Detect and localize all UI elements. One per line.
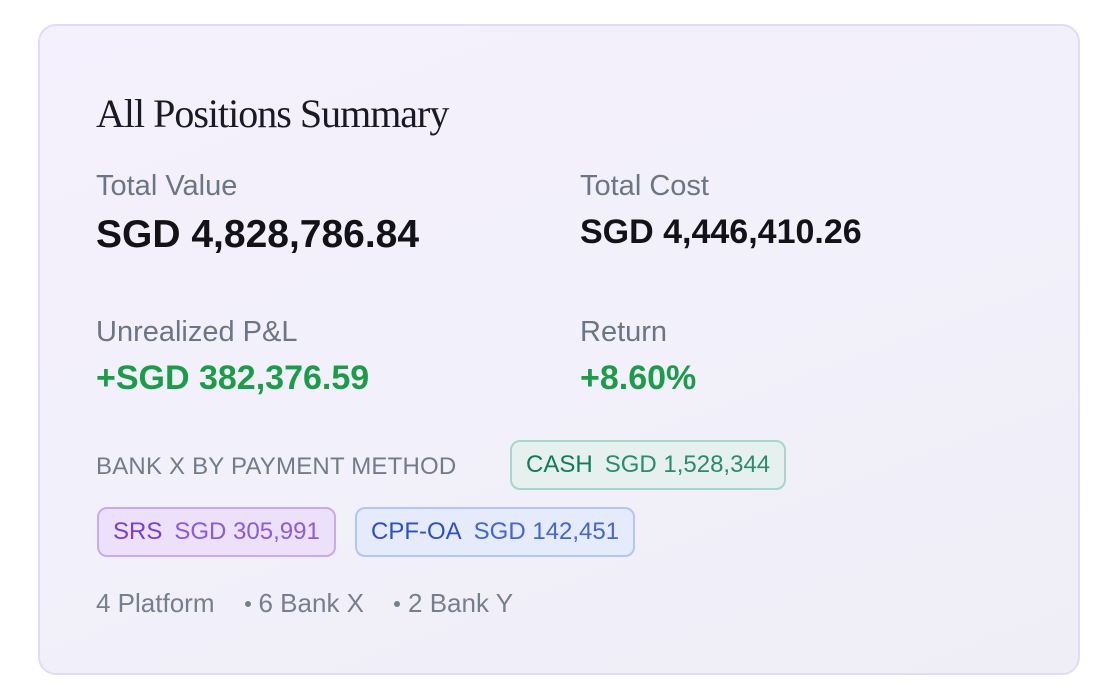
unrealized-pnl-label: Unrealized P&L bbox=[96, 316, 298, 348]
srs-chip-amount: SGD 305,991 bbox=[174, 518, 320, 545]
unrealized-pnl-stat: Unrealized P&L +SGD 382,376.59 bbox=[96, 316, 370, 397]
card-title: All Positions Summary bbox=[96, 91, 449, 136]
positions-summary-card: All Positions Summary Total Value SGD 4,… bbox=[38, 24, 1080, 675]
total-cost-stat: Total Cost SGD 4,446,410.26 bbox=[580, 170, 862, 251]
total-cost-amount: SGD 4,446,410.26 bbox=[580, 213, 862, 251]
separator-dot bbox=[394, 600, 401, 607]
bank-x-count: 6 Bank X bbox=[258, 588, 365, 618]
return-amount: +8.60% bbox=[580, 359, 697, 397]
cash-chip-name: CASH bbox=[526, 451, 593, 478]
total-value-stat: Total Value SGD 4,828,786.84 bbox=[96, 170, 420, 256]
return-label: Return bbox=[580, 316, 668, 348]
platform-count: 4 Platform bbox=[96, 588, 215, 618]
cpf-oa-chip-name: CPF-OA bbox=[371, 518, 462, 545]
cpf-oa-chip-amount: SGD 142,451 bbox=[473, 518, 620, 545]
srs-chip[interactable]: SRS SGD 305,991 bbox=[97, 507, 336, 557]
cpf-oa-chip[interactable]: CPF-OA SGD 142,451 bbox=[355, 507, 636, 557]
unrealized-pnl-amount: +SGD 382,376.59 bbox=[96, 359, 370, 397]
bank-y-count: 2 Bank Y bbox=[408, 588, 514, 618]
total-value-label: Total Value bbox=[96, 170, 238, 202]
cash-chip[interactable]: CASH SGD 1,528,344 bbox=[510, 440, 787, 490]
platform-counts: 4 Platform 6 Bank X 2 Bank Y bbox=[96, 588, 513, 619]
srs-chip-name: SRS bbox=[113, 518, 163, 545]
return-stat: Return +8.60% bbox=[580, 316, 697, 397]
total-value-amount: SGD 4,828,786.84 bbox=[96, 213, 420, 256]
total-cost-label: Total Cost bbox=[580, 170, 709, 202]
cash-chip-amount: SGD 1,528,344 bbox=[604, 451, 771, 478]
separator-dot bbox=[244, 600, 251, 607]
payment-method-heading: BANK X BY PAYMENT METHOD bbox=[96, 453, 457, 480]
